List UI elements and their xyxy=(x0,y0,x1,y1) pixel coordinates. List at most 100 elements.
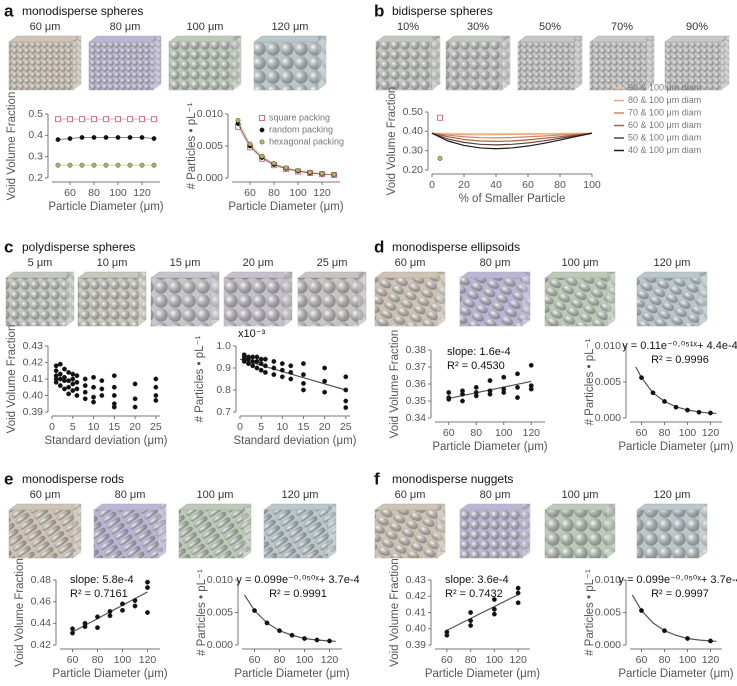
x-tick-label: 60 xyxy=(443,427,455,439)
particle-texture xyxy=(138,272,146,320)
x-axis-label: Particle Diameter (μm) xyxy=(425,668,540,680)
y-tick-label: 0.44 xyxy=(31,617,52,629)
x-axis-label: Particle Diameter (μm) xyxy=(228,201,343,213)
image-label: 70% xyxy=(611,21,633,33)
legend-swatch xyxy=(259,127,265,133)
particle-texture xyxy=(284,272,292,320)
particle-image-top xyxy=(8,35,82,43)
x-axis-label: Particle Diameter (μm) xyxy=(52,668,167,680)
data-point xyxy=(288,376,294,382)
data-point xyxy=(301,387,306,393)
data-point xyxy=(67,136,73,141)
data-point xyxy=(132,381,138,387)
annotation: R² = 0.9991 xyxy=(269,588,327,600)
y-tick-label: 0.005 xyxy=(595,376,621,388)
data-point xyxy=(288,363,294,369)
annotation: y = 0.11e⁻⁰·⁰⁵¹ˣ+ 4.4e-4 xyxy=(622,340,737,352)
data-point xyxy=(271,365,277,371)
particle-texture xyxy=(637,510,699,558)
annotation: slope: 3.6e-4 xyxy=(445,574,509,586)
particle-texture xyxy=(437,504,445,552)
legend-label: 60 & 100 μm diam xyxy=(628,120,701,130)
data-point xyxy=(250,354,256,360)
particle-texture xyxy=(375,278,437,326)
data-point xyxy=(66,378,72,384)
data-point xyxy=(473,384,479,390)
particle-texture xyxy=(607,504,615,552)
data-point xyxy=(70,388,76,393)
data-point xyxy=(295,167,301,173)
data-point xyxy=(491,606,497,612)
data-point xyxy=(55,116,61,123)
annotation: slope: 1.6e-4 xyxy=(447,346,511,358)
x-tick-label: 60 xyxy=(249,654,261,666)
data-point xyxy=(107,613,113,619)
data-point xyxy=(301,380,306,386)
legend-swatch xyxy=(259,115,265,121)
y-tick-label: 0.010 xyxy=(595,574,621,586)
x-tick-label: 0 xyxy=(237,421,243,433)
data-point xyxy=(322,389,328,395)
data-point xyxy=(67,116,73,123)
data-point xyxy=(279,374,285,380)
particle-texture xyxy=(254,42,318,90)
particle-texture xyxy=(89,42,153,90)
data-point xyxy=(468,610,474,615)
x-tick-label: 100 xyxy=(679,427,697,439)
particle-image-top xyxy=(93,503,167,511)
image-label: 80 μm xyxy=(480,489,511,501)
panel-letter: b xyxy=(374,1,384,20)
x-axis-label: Particle Diameter (μm) xyxy=(432,441,547,453)
annotation: slope: 5.8e-4 xyxy=(70,574,134,586)
particle-image-top xyxy=(544,503,616,511)
y-tick-label: 0.9 xyxy=(216,362,231,374)
data-point xyxy=(115,162,121,168)
x-axis-label: Standard deviation (μm) xyxy=(45,435,168,447)
x-tick-label: 100 xyxy=(495,427,513,439)
data-point xyxy=(111,404,117,410)
y-tick-label: 0.42 xyxy=(31,639,52,651)
x-tick-label: 5 xyxy=(258,421,264,433)
x-tick-label: 20 xyxy=(319,421,331,433)
legend-label: 70 & 100 μm diam xyxy=(628,107,701,117)
data-point xyxy=(107,609,113,614)
particle-texture xyxy=(169,42,233,90)
x-tick-label: 100 xyxy=(679,654,697,666)
data-point xyxy=(53,368,59,374)
legend-label: 90 & 100 μm diam xyxy=(628,82,701,92)
x-tick-label: 20 xyxy=(129,421,141,433)
y-axis-label: Void Volume Fraction xyxy=(389,558,401,667)
data-point xyxy=(437,114,443,121)
image-label: 60 μm xyxy=(395,257,426,269)
particle-image-top xyxy=(374,271,446,279)
data-point xyxy=(91,135,97,140)
data-point xyxy=(271,160,277,166)
y-tick-label: 0.010 xyxy=(595,340,621,352)
data-point xyxy=(53,379,59,385)
particle-image-top xyxy=(8,503,82,511)
particle-texture xyxy=(665,42,721,90)
data-point xyxy=(67,162,73,168)
data-point xyxy=(103,116,109,123)
particle-image-top xyxy=(374,503,446,511)
y-tick-label: 0.005 xyxy=(207,606,233,618)
data-point xyxy=(115,135,121,140)
particle-image-top xyxy=(445,35,511,43)
particle-texture xyxy=(376,42,432,90)
data-point xyxy=(302,636,307,641)
data-point xyxy=(662,399,667,404)
data-point xyxy=(639,608,644,613)
data-point xyxy=(145,610,150,615)
data-point xyxy=(491,597,497,602)
annotation: y = 0.099e⁻⁰·⁰⁵⁰ˣ+ 3.7e-4 xyxy=(618,574,737,586)
y-tick-label: 0.41 xyxy=(23,373,44,385)
image-label: 80 μm xyxy=(115,489,146,501)
data-point xyxy=(127,162,133,168)
panel-title: bidisperse spheres xyxy=(392,4,493,18)
x-tick-label: 0 xyxy=(429,179,435,191)
particle-image-top xyxy=(636,503,708,511)
x-tick-label: 100 xyxy=(109,187,127,199)
data-point xyxy=(145,579,150,585)
particle-texture xyxy=(224,278,284,326)
image-label: 120 μm xyxy=(272,21,309,33)
